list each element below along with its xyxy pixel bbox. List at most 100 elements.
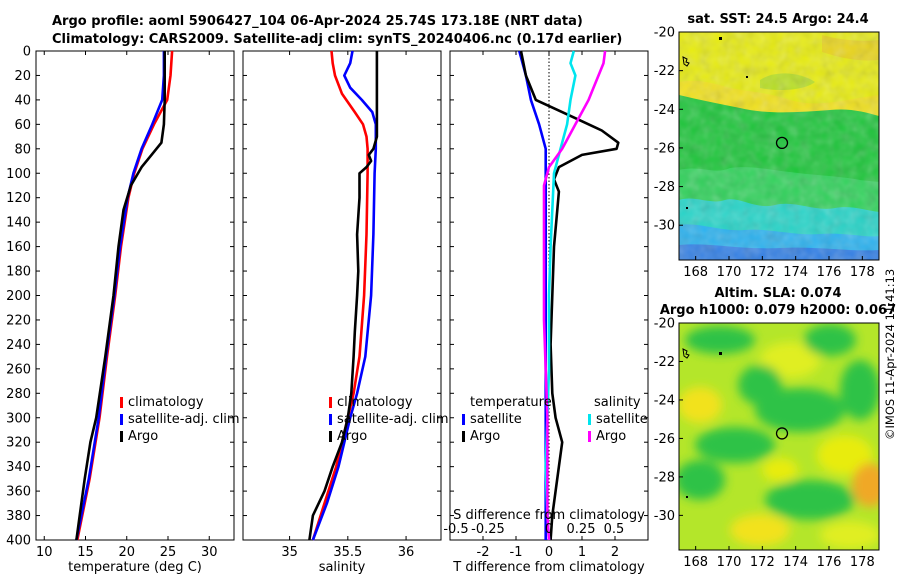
difference-xlabel: T difference from climatology [452,560,645,575]
legend-label-sal-satellite: satellite [596,412,648,427]
legend-label-satellite: satellite-adj. clim [337,412,449,427]
island-outline [682,348,690,359]
legend-label-argo: Argo [337,429,367,444]
map-y-tick-label: -24 [654,393,675,408]
sst-map-axes: -20 -22 -24 -26 -28 -30 168 170 172 174 176 178 [654,26,875,281]
temperature-series [75,50,174,541]
x-tick-label: -2 [477,545,490,560]
sst-map-title: sat. SST: 24.5 Argo: 24.4 [687,12,868,27]
legend-swatch-argo [329,431,332,442]
salinity-difference-ticks: -0.5 -0.25 0 0.25 0.5 [443,522,624,537]
legend-swatch-sal-argo [588,431,591,442]
y-tick-label: 300 [6,411,31,426]
legend-swatch-satellite [120,414,123,425]
y-tick-label: 360 [6,485,31,500]
y-tick-label: 0 [23,45,31,60]
legend-title-salinity: salinity [594,395,641,410]
map-x-tick-label: 168 [683,555,708,570]
y-tick-label: 260 [6,362,31,377]
x-tick-label: 2 [611,545,619,560]
x-tick-label: 1 [578,545,586,560]
series-line-argo [308,51,379,541]
legend-swatch-temp-argo [462,431,465,442]
top-tick-label: -0.5 [443,522,468,537]
map-y-tick-label: -26 [654,432,675,447]
map-x-tick-label: 168 [683,265,708,280]
map-y-tick-label: -26 [654,141,675,156]
legend-swatch-argo [120,431,123,442]
sst-map-frame [678,31,880,261]
y-tick-label: 240 [6,338,31,353]
series-line-temperature-argo [519,50,620,541]
y-tick-label: 400 [6,534,31,549]
y-tick-label: 40 [14,93,31,108]
map-x-tick-label: 176 [817,555,842,570]
map-x-tick-label: 176 [817,265,842,280]
y-tick-label: 380 [6,509,31,524]
y-tick-label: 20 [14,69,31,84]
map-x-tick-label: 172 [750,555,775,570]
reef-marker [746,76,748,78]
difference-legend: temperature satellite Argo salinity sate… [462,395,648,444]
legend-swatch-climatology [120,397,123,408]
sla-map-title-line2: Argo h1000: 0.079 h2000: 0.067 [660,303,896,318]
x-tick-label: 20 [118,545,135,560]
y-tick-label: 100 [6,167,31,182]
legend-swatch-satellite [329,414,332,425]
legend-label-temp-argo: Argo [470,429,500,444]
temperature-legend: climatology satellite-adj. clim Argo [120,395,240,444]
x-tick-label: 15 [77,545,94,560]
legend-swatch-climatology [329,397,332,408]
map-y-tick-label: -28 [654,180,675,195]
map-x-tick-label: 174 [783,555,808,570]
difference-panel: -2 -1 0 1 2 temperature satellite Argo salin… [443,50,649,575]
reef-marker [686,207,688,209]
top-tick-label: -0.25 [471,522,505,537]
reef-marker [686,496,688,498]
legend-label-argo: Argo [128,429,158,444]
temperature-axes-frame [35,50,235,541]
y-tick-label: 80 [14,142,31,157]
y-tick-label: 320 [6,436,31,451]
reef-marker [719,37,722,40]
y-tick-label: 220 [6,313,31,328]
legend-swatch-sal-satellite [588,414,591,425]
x-tick-label: 10 [36,545,53,560]
map-x-tick-label: 172 [750,265,775,280]
series-line-satellite-adj-clim [311,50,378,541]
legend-label-satellite: satellite-adj. clim [128,412,240,427]
series-line-argo [75,51,166,541]
legend-swatch-temp-satellite [462,414,465,425]
y-tick-label: 280 [6,387,31,402]
x-tick-label: 35.5 [333,545,362,560]
temperature-depth-ticks: 0 20 40 60 80 100 120 140 160 180 200 220 240 260 280 3… [6,45,31,549]
x-tick-label: -1 [510,545,523,560]
top-tick-label: 0.25 [567,522,596,537]
sst-field [679,32,879,260]
salinity-legend: climatology satellite-adj. clim Argo [329,395,449,444]
x-tick-label: 0 [545,545,553,560]
y-tick-label: 120 [6,191,31,206]
x-tick-label: 35 [281,545,298,560]
y-tick-label: 160 [6,240,31,255]
argo-float-marker [775,136,789,150]
reef-marker [719,352,722,355]
map-x-tick-label: 178 [850,265,875,280]
island-outline [682,56,690,67]
x-tick-label: 36 [398,545,415,560]
legend-label-sal-argo: Argo [596,429,626,444]
difference-series [518,50,620,541]
temperature-panel: 0 20 40 60 80 100 120 140 160 180 200 220 240 260 280 3… [6,45,239,576]
y-tick-label: 140 [6,216,31,231]
top-tick-label: 0.5 [604,522,625,537]
map-y-tick-label: -30 [654,509,675,524]
map-x-tick-label: 170 [717,265,742,280]
map-y-tick-label: -28 [654,470,675,485]
sla-field [679,323,879,550]
figure-title-line2: Climatology: CARS2009. Satellite-adj cli… [52,32,623,47]
series-line-temperature-satellite [518,50,548,540]
y-tick-label: 60 [14,118,31,133]
difference-top-axis-label: S difference from climatology [453,508,645,523]
legend-label-climatology: climatology [128,395,204,410]
